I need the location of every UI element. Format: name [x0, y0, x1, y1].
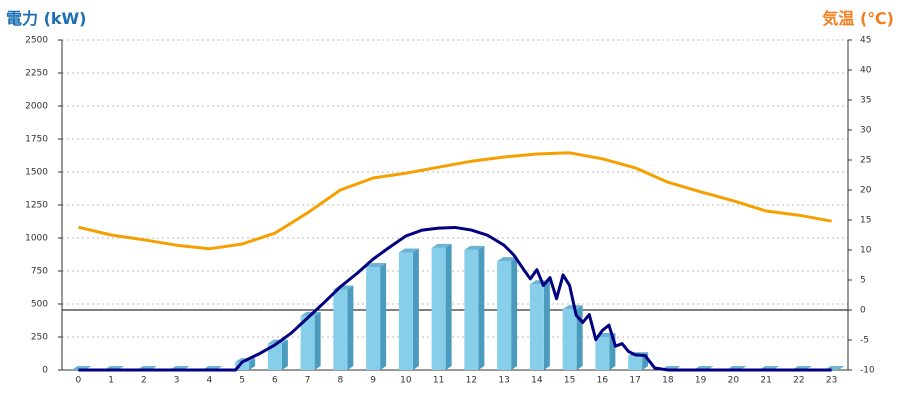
y-tick-label: 250 [31, 333, 48, 343]
bar-front [431, 247, 446, 370]
bar-top [562, 305, 583, 310]
bar-side [445, 243, 452, 370]
bar-front [497, 261, 512, 370]
right-axis-title: 気温 (℃) [822, 9, 894, 28]
bar-front [398, 252, 413, 370]
bar-side [478, 245, 485, 370]
left-axis-title: 電力 (kW) [6, 9, 87, 28]
line [78, 151, 832, 251]
y-tick-label: 1000 [25, 234, 48, 244]
bar [562, 305, 583, 370]
bar-front [464, 249, 479, 370]
x-tick-label: 5 [239, 376, 245, 386]
x-tick-label: 4 [207, 376, 213, 386]
x-tick-label: 13 [498, 376, 509, 386]
x-tick-label: 1 [108, 376, 114, 386]
y2-tick-label: 30 [860, 126, 872, 136]
x-tick-label: 3 [174, 376, 180, 386]
bar-top [497, 257, 518, 262]
bar-front [300, 315, 315, 370]
y2-tick-label: 20 [860, 186, 872, 196]
y2-tick-label: -10 [860, 366, 875, 376]
bar [529, 280, 550, 370]
x-tick-label: 16 [597, 376, 609, 386]
x-tick-label: 21 [760, 376, 771, 386]
bar-front [267, 343, 282, 370]
bar [464, 245, 485, 370]
x-tick-label: 6 [272, 376, 278, 386]
bar [398, 248, 419, 370]
bar-side [511, 257, 518, 370]
y2-tick-label: 5 [860, 276, 866, 286]
bar-front [333, 289, 348, 370]
bar-side [249, 358, 256, 370]
bar-front [595, 337, 610, 370]
x-tick-label: 18 [662, 376, 674, 386]
y-tick-label: 1250 [25, 201, 48, 211]
bar-side [380, 263, 387, 370]
x-tick-label: 0 [76, 376, 82, 386]
y-tick-label: 2250 [25, 69, 48, 79]
bar-front [235, 362, 250, 370]
bar-front [628, 356, 643, 370]
bar [267, 339, 288, 370]
bar-side [412, 248, 419, 370]
y2-tick-label: 40 [860, 66, 872, 76]
bar-side [543, 280, 550, 370]
line [78, 225, 832, 372]
bar-side [314, 311, 321, 370]
bar [366, 263, 387, 370]
bar-front [562, 309, 577, 370]
bar-top [366, 263, 387, 268]
y-tick-label: 500 [31, 300, 48, 310]
x-tick-label: 23 [826, 376, 837, 386]
bar-front [529, 284, 544, 370]
y-tick-label: 750 [31, 267, 48, 277]
x-tick-label: 19 [695, 376, 707, 386]
bar-top [398, 248, 419, 253]
y2-tick-label: 10 [860, 246, 872, 256]
x-tick-label: 10 [400, 376, 412, 386]
x-tick-label: 11 [433, 376, 444, 386]
bar-top [431, 243, 452, 248]
y-tick-label: 1500 [25, 168, 48, 178]
bar-side [281, 339, 288, 370]
bar [595, 333, 616, 370]
y2-tick-label: 45 [860, 36, 871, 46]
bar-side [347, 285, 354, 370]
x-tick-label: 15 [564, 376, 575, 386]
bar [497, 257, 518, 370]
y-tick-label: 0 [42, 366, 48, 376]
bar [333, 285, 354, 370]
x-tick-label: 7 [305, 376, 311, 386]
y-tick-label: 2500 [25, 36, 48, 46]
x-tick-label: 14 [531, 376, 543, 386]
bar [431, 243, 452, 370]
bar [300, 311, 321, 370]
x-tick-label: 2 [141, 376, 147, 386]
x-tick-label: 12 [466, 376, 477, 386]
y2-tick-label: -5 [860, 336, 869, 346]
bar-top [464, 245, 485, 250]
y2-tick-label: 35 [860, 96, 871, 106]
y2-tick-label: 0 [860, 306, 866, 316]
y2-tick-label: 25 [860, 156, 871, 166]
x-tick-label: 22 [793, 376, 804, 386]
y-tick-label: 2000 [25, 102, 48, 112]
x-tick-label: 20 [728, 376, 740, 386]
y2-tick-label: 15 [860, 216, 871, 226]
bar-front [366, 267, 381, 370]
y-tick-label: 1750 [25, 135, 48, 145]
x-tick-label: 8 [338, 376, 344, 386]
x-tick-label: 17 [629, 376, 640, 386]
x-tick-label: 9 [370, 376, 376, 386]
